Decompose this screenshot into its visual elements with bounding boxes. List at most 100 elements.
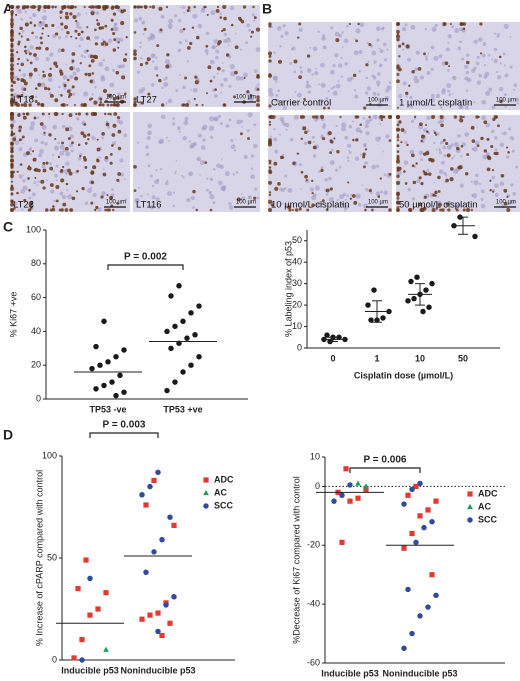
stained-nucleus bbox=[398, 120, 402, 124]
stained-nucleus bbox=[459, 22, 464, 26]
tissue-texture bbox=[20, 189, 26, 194]
y-tick-label: 20 bbox=[31, 360, 41, 370]
stained-nucleus bbox=[20, 35, 23, 38]
stained-nucleus bbox=[268, 24, 272, 28]
data-point bbox=[167, 620, 173, 626]
stained-nucleus bbox=[462, 27, 466, 31]
stained-nucleus bbox=[117, 129, 122, 134]
tissue-texture bbox=[167, 98, 173, 104]
tissue-texture bbox=[186, 99, 191, 104]
tissue-texture bbox=[215, 55, 219, 60]
stained-nucleus bbox=[329, 151, 333, 155]
stained-nucleus bbox=[143, 5, 148, 9]
stained-nucleus bbox=[90, 54, 94, 59]
stained-nucleus bbox=[46, 4, 51, 10]
data-point bbox=[405, 298, 411, 304]
tissue-texture bbox=[433, 55, 439, 61]
stained-nucleus bbox=[10, 57, 14, 62]
stained-nucleus bbox=[256, 75, 260, 79]
tissue-texture bbox=[442, 145, 447, 150]
stained-nucleus bbox=[396, 106, 400, 109]
stained-nucleus bbox=[124, 53, 128, 56]
stained-nucleus bbox=[396, 196, 400, 200]
stained-nucleus bbox=[96, 147, 101, 152]
data-point bbox=[180, 318, 186, 324]
y-tick-label: -20 bbox=[307, 540, 320, 550]
panel-label: B bbox=[262, 1, 272, 17]
tissue-texture bbox=[415, 50, 420, 55]
stained-nucleus bbox=[315, 115, 319, 119]
stained-nucleus bbox=[249, 94, 253, 97]
stained-nucleus bbox=[133, 103, 137, 107]
stained-nucleus bbox=[49, 67, 52, 71]
stained-nucleus bbox=[51, 5, 55, 9]
data-point bbox=[117, 372, 123, 379]
stained-nucleus bbox=[247, 137, 250, 140]
data-point bbox=[147, 483, 153, 490]
y-axis-label: %Decrease of Ki67 compared with control bbox=[291, 476, 301, 644]
stained-nucleus bbox=[10, 164, 14, 168]
tissue-texture bbox=[136, 96, 139, 98]
tissue-texture bbox=[188, 140, 191, 143]
tissue-texture bbox=[18, 174, 23, 179]
tissue-texture bbox=[482, 154, 488, 160]
data-point bbox=[172, 323, 178, 330]
stained-nucleus bbox=[396, 135, 400, 139]
tissue-texture bbox=[426, 71, 431, 76]
tissue-texture bbox=[124, 198, 128, 201]
tissue-texture bbox=[473, 180, 479, 186]
tissue-texture bbox=[362, 116, 366, 120]
tissue-texture bbox=[232, 173, 235, 176]
stained-nucleus bbox=[36, 102, 41, 106]
tissue-texture bbox=[151, 60, 155, 63]
stained-nucleus bbox=[85, 112, 89, 116]
stained-nucleus bbox=[60, 170, 63, 173]
stained-nucleus bbox=[396, 123, 400, 127]
stained-nucleus bbox=[395, 34, 401, 39]
tissue-texture bbox=[178, 40, 183, 45]
tissue-texture bbox=[406, 57, 412, 62]
stained-nucleus bbox=[106, 208, 110, 212]
stained-nucleus bbox=[90, 171, 94, 175]
stained-nucleus bbox=[304, 130, 308, 135]
data-point bbox=[103, 590, 109, 596]
stained-nucleus bbox=[10, 149, 14, 154]
stained-nucleus bbox=[297, 36, 300, 39]
stained-nucleus bbox=[71, 85, 75, 89]
tissue-texture bbox=[116, 119, 121, 124]
stained-nucleus bbox=[486, 155, 491, 159]
tissue-texture bbox=[406, 203, 409, 206]
tissue-texture bbox=[365, 188, 369, 192]
data-point bbox=[423, 287, 429, 293]
stained-nucleus bbox=[47, 87, 51, 91]
tissue-texture bbox=[240, 119, 244, 124]
tissue-texture bbox=[377, 136, 382, 140]
stained-nucleus bbox=[204, 5, 207, 9]
tissue-texture bbox=[181, 174, 184, 177]
tissue-texture bbox=[473, 39, 478, 44]
stained-nucleus bbox=[122, 58, 127, 62]
stained-nucleus bbox=[396, 22, 400, 26]
tissue-texture bbox=[182, 136, 187, 141]
stained-nucleus bbox=[20, 78, 25, 83]
tissue-texture bbox=[246, 128, 250, 133]
x-tick-label: Inducible p53 bbox=[321, 668, 379, 678]
tissue-texture bbox=[509, 202, 512, 206]
stained-nucleus bbox=[400, 128, 405, 132]
tissue-texture bbox=[92, 193, 97, 198]
tissue-texture bbox=[113, 23, 118, 27]
tissue-texture bbox=[348, 151, 352, 154]
tissue-texture bbox=[41, 77, 44, 80]
y-tick-label: 10 bbox=[310, 451, 320, 461]
tissue-texture bbox=[485, 152, 490, 157]
tissue-texture bbox=[312, 46, 318, 52]
tissue-texture bbox=[497, 75, 502, 80]
data-point bbox=[87, 575, 93, 582]
tissue-texture bbox=[335, 124, 338, 128]
stained-nucleus bbox=[396, 37, 400, 42]
tissue-texture bbox=[496, 71, 499, 74]
tissue-texture bbox=[94, 86, 97, 89]
data-point bbox=[192, 332, 198, 338]
stained-nucleus bbox=[96, 22, 101, 26]
stained-nucleus bbox=[29, 61, 33, 65]
